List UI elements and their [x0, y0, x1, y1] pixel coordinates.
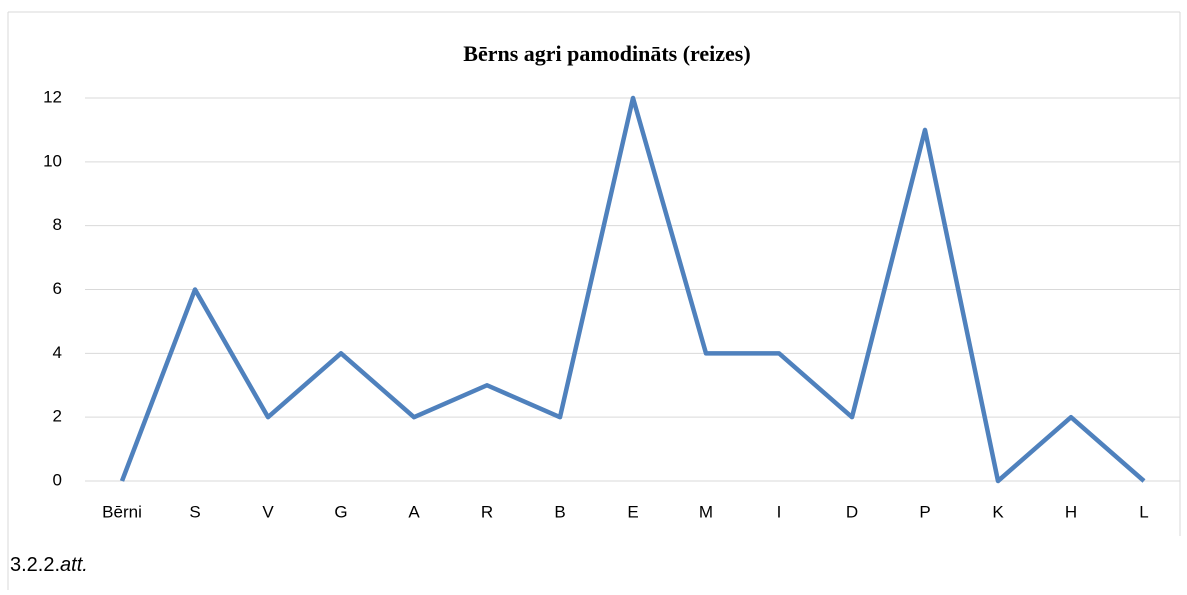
- x-tick-label: S: [189, 502, 200, 521]
- y-tick-label: 6: [53, 279, 62, 298]
- x-tick-label: K: [992, 502, 1004, 521]
- x-tick-label: E: [627, 502, 638, 521]
- x-tick-label: A: [408, 502, 420, 521]
- caption: 3.2.2.att.: [10, 554, 88, 576]
- x-tick-label: G: [334, 502, 347, 521]
- x-tick-label: V: [262, 502, 274, 521]
- chart-title: Bērns agri pamodināts (reizes): [463, 41, 750, 66]
- caption-number: 3.2.2.: [10, 554, 60, 576]
- x-tick-label: D: [846, 502, 858, 521]
- x-tick-label: M: [699, 502, 713, 521]
- x-tick-label: B: [554, 502, 565, 521]
- x-tick-label: H: [1065, 502, 1077, 521]
- y-tick-label: 2: [53, 407, 62, 426]
- x-tick-label: I: [777, 502, 782, 521]
- x-tick-label: Bērni: [102, 502, 142, 521]
- y-tick-label: 10: [43, 151, 62, 170]
- y-tick-label: 0: [53, 470, 62, 489]
- y-tick-label: 12: [43, 87, 62, 106]
- x-tick-label: P: [919, 502, 930, 521]
- y-tick-label: 4: [53, 343, 62, 362]
- data-line: [119, 95, 1146, 484]
- x-tick-label: R: [481, 502, 493, 521]
- caption-suffix: att.: [60, 554, 88, 576]
- y-tick-label: 8: [53, 215, 62, 234]
- x-tick-label: L: [1139, 502, 1148, 521]
